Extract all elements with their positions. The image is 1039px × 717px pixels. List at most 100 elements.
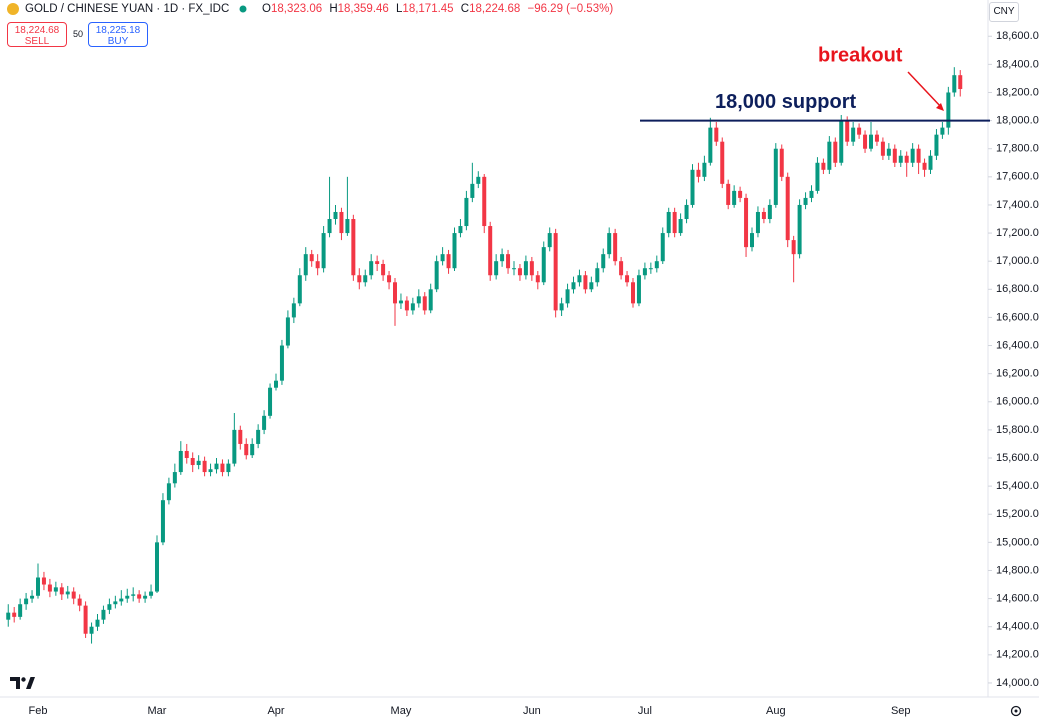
candle-body xyxy=(892,148,897,163)
candle-body xyxy=(220,463,225,473)
candle-body xyxy=(309,254,314,262)
candle-body xyxy=(636,275,641,304)
x-tick-label: Feb xyxy=(29,705,48,717)
candle-body xyxy=(631,282,635,304)
candle-body xyxy=(851,127,856,142)
currency-button[interactable]: CNY xyxy=(989,2,1019,22)
candle-body xyxy=(482,176,487,227)
candle-body xyxy=(500,254,505,262)
candle-body xyxy=(726,183,731,205)
y-tick-label: 18,200.00 xyxy=(996,86,1039,98)
candle-body xyxy=(36,577,40,596)
candle-body xyxy=(226,463,231,473)
candle-body xyxy=(333,211,338,220)
y-tick-label: 15,800.00 xyxy=(996,424,1039,436)
candle-body xyxy=(559,303,564,311)
sell-button[interactable]: 18,224.68 SELL xyxy=(7,22,67,47)
candle-body xyxy=(952,75,957,93)
breakout-arrow-head xyxy=(936,103,944,111)
candle-body xyxy=(803,197,808,205)
candle-body xyxy=(702,162,707,177)
candle-body xyxy=(41,577,46,585)
candle-body xyxy=(779,148,784,177)
change: −96.29 (−0.53%) xyxy=(527,3,614,15)
candle-body xyxy=(809,190,814,198)
candle-body xyxy=(595,268,600,283)
y-tick-label: 15,400.00 xyxy=(996,480,1039,492)
candle-body xyxy=(160,500,165,543)
x-tick-label: May xyxy=(391,705,412,717)
candle-body xyxy=(494,261,499,276)
candle-body xyxy=(857,127,862,135)
candle-body xyxy=(107,604,112,610)
candle-body xyxy=(880,141,885,156)
settings-icon[interactable] xyxy=(1010,705,1022,717)
candle-body xyxy=(750,233,754,248)
candle-body xyxy=(208,469,213,473)
buy-label: BUY xyxy=(107,36,129,47)
candle-body xyxy=(24,598,29,605)
candle-body xyxy=(785,176,790,241)
y-tick-label: 14,200.00 xyxy=(996,649,1039,661)
candle-body xyxy=(268,387,273,416)
candle-body xyxy=(601,254,606,269)
candle-body xyxy=(839,120,844,163)
candle-body xyxy=(589,282,594,290)
ohlc-value: 18,171.45 xyxy=(402,3,454,15)
x-tick-label: Sep xyxy=(891,705,911,717)
candle-body xyxy=(613,233,618,262)
buy-price: 18,225.18 xyxy=(95,25,141,36)
sell-price: 18,224.68 xyxy=(14,25,60,36)
candle-body xyxy=(863,134,868,149)
y-tick-label: 14,000.00 xyxy=(996,677,1039,689)
y-tick-label: 16,600.00 xyxy=(996,311,1039,323)
candle-body xyxy=(297,275,302,304)
candle-body xyxy=(642,268,647,276)
candle-body xyxy=(274,380,278,388)
candle-body xyxy=(357,275,362,283)
y-tick-label: 17,400.00 xyxy=(996,199,1039,211)
y-tick-label: 18,600.00 xyxy=(996,30,1039,42)
ohlc-key: C xyxy=(460,3,470,15)
candle-body xyxy=(744,197,749,248)
candle-body xyxy=(155,542,159,592)
symbol-icon xyxy=(7,3,19,15)
candle-body xyxy=(738,190,743,198)
candle-body xyxy=(59,587,64,595)
spread: 50 xyxy=(73,29,84,39)
ohlc-key: L xyxy=(396,3,403,15)
candle-body xyxy=(833,141,838,163)
candle-body xyxy=(755,211,760,234)
candle-body xyxy=(351,219,356,276)
candle-body xyxy=(922,162,927,170)
candle-body xyxy=(773,148,778,205)
candle-body xyxy=(648,268,653,270)
candle-body xyxy=(345,219,350,234)
candle-body xyxy=(393,282,397,304)
ohlc-value: 18,359.46 xyxy=(337,3,389,15)
candle-body xyxy=(214,463,219,470)
candle-body xyxy=(910,148,915,163)
candle-body xyxy=(53,587,58,592)
candle-body xyxy=(458,226,463,234)
buy-button[interactable]: 18,225.18 BUY xyxy=(88,22,148,47)
candle-body xyxy=(166,483,171,501)
candle-body xyxy=(696,169,701,177)
y-tick-label: 18,400.00 xyxy=(996,58,1039,70)
candle-body xyxy=(625,275,630,283)
candle-body xyxy=(476,176,481,184)
candle-body xyxy=(571,282,576,290)
x-tick-label: Apr xyxy=(267,705,284,717)
candle-body xyxy=(464,197,469,227)
support-label: 18,000 support xyxy=(715,91,857,113)
market-status-dot xyxy=(239,5,247,13)
ohlc-key: H xyxy=(329,3,338,15)
candle-body xyxy=(869,134,873,149)
y-tick-label: 14,400.00 xyxy=(996,621,1039,633)
candle-body xyxy=(946,92,951,128)
candle-body xyxy=(387,275,392,283)
candle-body xyxy=(523,261,528,276)
candle-body xyxy=(684,204,689,220)
candle-body xyxy=(827,141,832,170)
candle-body xyxy=(321,233,326,269)
